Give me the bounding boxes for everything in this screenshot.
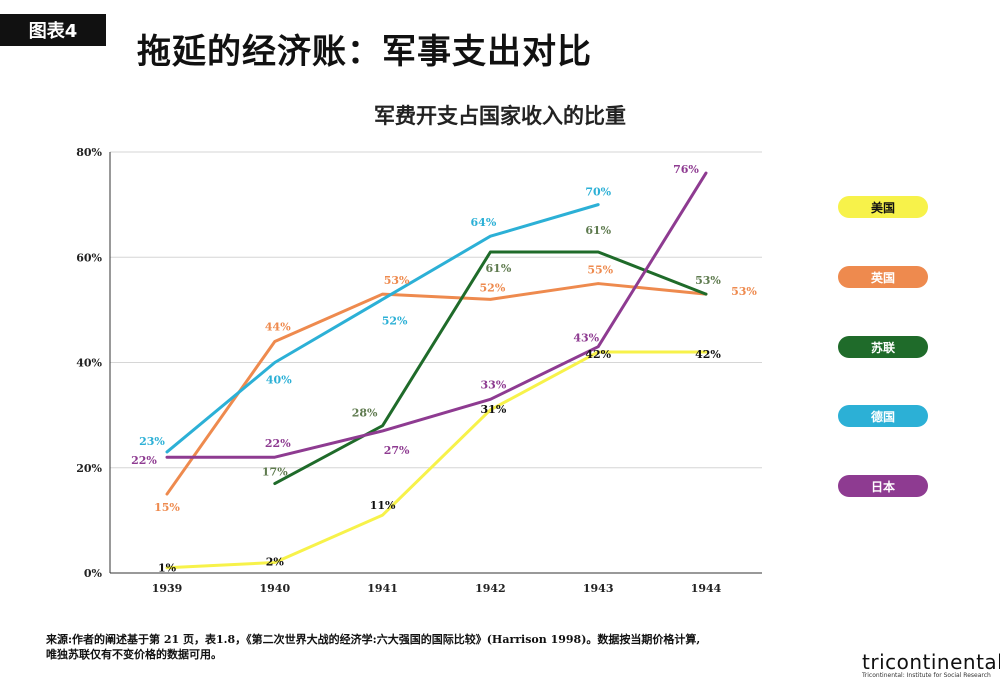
data-label-苏联: 53%	[695, 274, 721, 287]
series-line-日本	[165, 171, 708, 459]
data-label-日本: 22%	[265, 437, 291, 450]
x-tick-label: 1944	[691, 582, 722, 595]
series-line-美国	[165, 350, 708, 570]
data-label-日本: 43%	[573, 332, 599, 345]
data-label-英国: 53%	[731, 285, 757, 298]
legend-item-日本: 日本	[838, 475, 928, 497]
x-tick-label: 1941	[367, 582, 398, 595]
brand-tagline: Tricontinental: Institute for Social Res…	[862, 672, 991, 679]
source-note: 来源:作者的阐述基于第 21 页，表1.8，《第二次世界大战的经济学:六大强国的…	[46, 632, 746, 662]
x-tick-label: 1943	[583, 582, 614, 595]
data-label-德国: 52%	[382, 314, 408, 327]
source-line-2: 唯独苏联仅有不变价格的数据可用。	[46, 648, 222, 661]
data-label-日本: 76%	[673, 163, 699, 176]
brand-logo: tricontinental	[862, 650, 1000, 674]
legend-item-美国: 美国	[838, 196, 928, 218]
x-tick-label: 1939	[152, 582, 183, 595]
y-tick-label: 20%	[76, 462, 102, 475]
data-label-日本: 22%	[131, 454, 157, 467]
data-label-美国: 42%	[585, 348, 611, 361]
data-label-苏联: 28%	[352, 407, 378, 420]
figure-tag: 图表4	[0, 14, 106, 46]
data-label-苏联: 61%	[585, 224, 611, 237]
data-label-德国: 40%	[266, 374, 292, 387]
page-title: 拖延的经济账：军事支出对比	[137, 32, 592, 72]
legend-item-英国: 英国	[838, 266, 928, 288]
data-label-美国: 11%	[370, 499, 396, 512]
series-line-德国	[165, 203, 600, 454]
data-label-美国: 42%	[695, 348, 721, 361]
data-label-美国: 31%	[481, 403, 507, 416]
data-label-英国: 53%	[384, 274, 410, 287]
series-line-英国	[165, 282, 708, 496]
legend-item-德国: 德国	[838, 405, 928, 427]
data-label-日本: 33%	[481, 378, 507, 391]
data-label-日本: 27%	[384, 444, 410, 457]
data-label-德国: 23%	[139, 435, 165, 448]
y-tick-label: 60%	[76, 251, 102, 264]
series-line-苏联	[273, 250, 708, 486]
y-tick-label: 40%	[76, 357, 102, 370]
source-line-1: 来源:作者的阐述基于第 21 页，表1.8，《第二次世界大战的经济学:六大强国的…	[46, 633, 701, 646]
data-label-美国: 2%	[266, 555, 285, 568]
x-tick-label: 1942	[475, 582, 506, 595]
data-label-英国: 44%	[265, 320, 291, 333]
data-label-美国: 1%	[158, 562, 177, 575]
chart-title: 军费开支占国家收入的比重	[374, 103, 626, 128]
legend-item-苏联: 苏联	[838, 336, 928, 358]
data-label-德国: 64%	[471, 216, 497, 229]
data-label-苏联: 17%	[262, 466, 288, 479]
data-label-英国: 55%	[587, 264, 613, 277]
data-label-德国: 70%	[585, 186, 611, 199]
y-tick-label: 80%	[76, 146, 102, 159]
data-label-苏联: 61%	[486, 262, 512, 275]
y-tick-label: 0%	[84, 567, 103, 580]
x-tick-label: 1940	[259, 582, 290, 595]
data-label-英国: 15%	[154, 501, 180, 514]
data-label-英国: 52%	[480, 281, 506, 294]
